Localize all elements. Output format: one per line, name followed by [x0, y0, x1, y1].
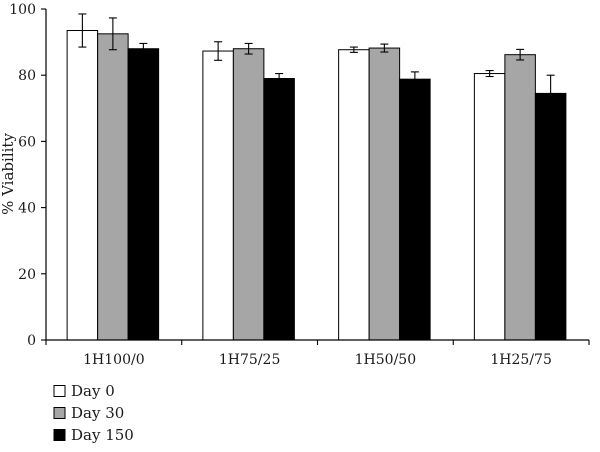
y-axis-title: % Viability — [0, 133, 17, 215]
x-tick-label: 1H50/50 — [355, 352, 416, 368]
y-tick-label: 40 — [18, 201, 36, 217]
legend-label: Day 30 — [71, 404, 124, 422]
bar — [202, 50, 234, 341]
axes-layer — [41, 8, 590, 345]
bar — [232, 48, 265, 341]
bar — [263, 78, 295, 341]
y-tick-label: 60 — [18, 134, 36, 150]
legend-swatch — [53, 429, 66, 441]
bar — [399, 78, 431, 341]
ticks-layer: 1H100/0 1H75/25 1H50/50 1H25/75 0 20 40 60 80 100 — [9, 2, 552, 368]
bar — [534, 92, 567, 341]
bars-layer — [66, 13, 567, 341]
x-tick-label: 1H75/25 — [219, 352, 280, 368]
x-tick-label: 1H100/0 — [83, 352, 144, 368]
legend-swatch — [53, 407, 66, 419]
legend-swatch — [53, 385, 66, 397]
legend-label: Day 150 — [71, 426, 134, 444]
bar — [504, 54, 536, 341]
legend: Day 0 Day 30 Day 150 — [53, 382, 134, 444]
bar — [368, 47, 401, 341]
bar — [127, 48, 160, 341]
bar — [66, 30, 99, 341]
bar — [473, 73, 506, 341]
x-tick-label: 1H25/75 — [490, 352, 551, 368]
y-tick-label: 100 — [9, 2, 36, 18]
bar — [97, 33, 129, 341]
y-tick-label: 20 — [18, 267, 36, 283]
legend-label: Day 0 — [71, 382, 115, 400]
bar — [338, 49, 370, 341]
y-tick-label: 80 — [18, 68, 36, 84]
y-tick-label: 0 — [27, 333, 36, 349]
